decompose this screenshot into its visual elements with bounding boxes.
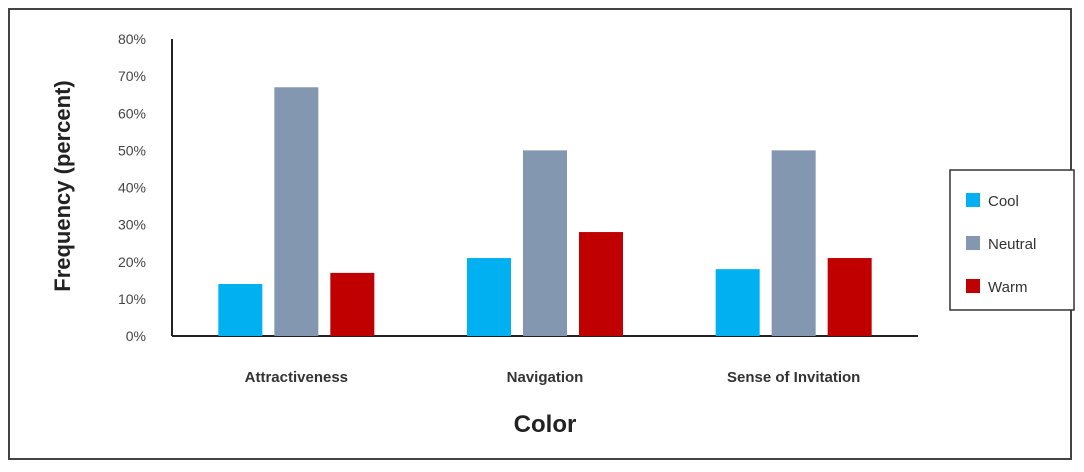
legend: Cool Neutral Warm — [949, 169, 1075, 311]
bar-cool-navigation — [467, 258, 511, 336]
bar-neutral-attractiveness — [274, 87, 319, 336]
y-tick-label: 30% — [118, 217, 146, 233]
legend-swatch-neutral — [966, 236, 980, 250]
bar-warm-navigation — [579, 232, 623, 336]
legend-label-cool: Cool — [988, 193, 1019, 210]
y-axis: 0% 10% 20% 30% 40% 50% 60% 70% 80% — [118, 31, 173, 344]
x-axis-title: Color — [514, 411, 577, 438]
y-tick-label: 10% — [118, 291, 146, 307]
y-tick-label: 60% — [118, 105, 146, 121]
y-tick-label: 20% — [118, 254, 146, 270]
bars — [218, 87, 872, 336]
x-category-label: Sense of Invitation — [727, 369, 860, 386]
legend-swatch-warm — [966, 279, 980, 293]
y-tick-label: 0% — [126, 328, 146, 344]
legend-label-neutral: Neutral — [988, 236, 1036, 253]
legend-swatch-cool — [966, 193, 980, 207]
legend-label-warm: Warm — [988, 279, 1027, 296]
bar-neutral-sense-of-invitation — [771, 150, 816, 336]
bar-cool-sense-of-invitation — [715, 269, 760, 336]
y-tick-label: 50% — [118, 142, 146, 158]
bar-cool-attractiveness — [218, 284, 263, 336]
x-category-label: Navigation — [507, 369, 584, 386]
y-tick-label: 70% — [118, 68, 146, 84]
y-tick-label: 40% — [118, 180, 146, 196]
category-labels: Attractiveness Navigation Sense of Invitat… — [245, 369, 861, 386]
bar-neutral-navigation — [523, 150, 567, 336]
y-tick-label: 80% — [118, 31, 146, 47]
bar-warm-sense-of-invitation — [827, 258, 872, 336]
y-axis-title: Frequency (percent) — [50, 80, 75, 292]
bar-warm-attractiveness — [330, 272, 375, 336]
x-category-label: Attractiveness — [245, 369, 348, 386]
